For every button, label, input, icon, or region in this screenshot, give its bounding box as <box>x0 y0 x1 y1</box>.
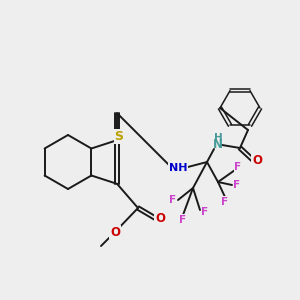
Text: F: F <box>234 162 242 172</box>
Text: O: O <box>155 212 165 224</box>
Text: F: F <box>201 207 208 217</box>
Text: H: H <box>214 133 222 143</box>
Text: F: F <box>169 195 177 205</box>
Text: F: F <box>179 215 187 225</box>
Text: F: F <box>233 180 241 190</box>
Text: F: F <box>221 197 229 207</box>
Text: S: S <box>115 130 124 143</box>
Text: NH: NH <box>169 163 187 173</box>
Text: N: N <box>213 139 223 152</box>
Text: O: O <box>110 226 120 238</box>
Text: O: O <box>252 154 262 166</box>
